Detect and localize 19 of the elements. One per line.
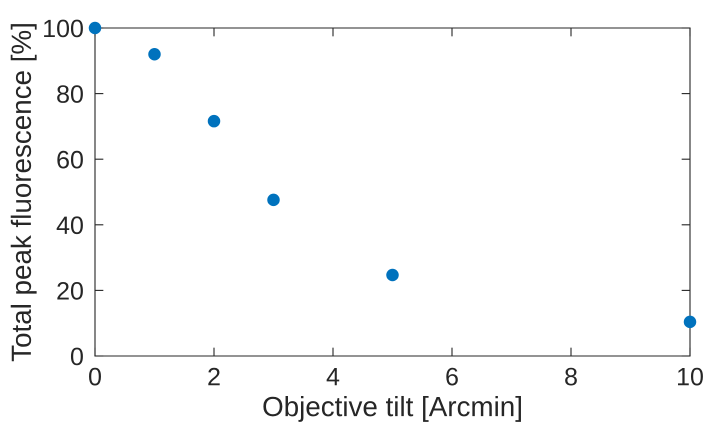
point	[386, 268, 399, 282]
y-tick-label: 60	[57, 150, 83, 169]
y-tick-label: 80	[57, 85, 83, 103]
x-tick-label: 10	[678, 368, 703, 386]
point	[684, 316, 696, 328]
y-tick-label: 100	[44, 20, 83, 38]
x-tick-label: 8	[565, 368, 577, 386]
y-tick-label: 20	[57, 282, 83, 300]
y-tick-label: 0	[70, 348, 83, 366]
x-tick-label: 6	[446, 368, 458, 386]
point	[148, 48, 161, 60]
y-axis-title: Total peak fluorescence [%]	[10, 24, 37, 362]
x-axis-title: Objective tilt [Arcmin]	[263, 396, 521, 422]
x-tick-label: 4	[326, 368, 340, 386]
point	[267, 194, 280, 206]
x-tick-label: 2	[208, 368, 220, 386]
y-tick-label: 40	[56, 216, 83, 234]
x-tick-label: 0	[89, 368, 101, 386]
point	[208, 114, 220, 128]
